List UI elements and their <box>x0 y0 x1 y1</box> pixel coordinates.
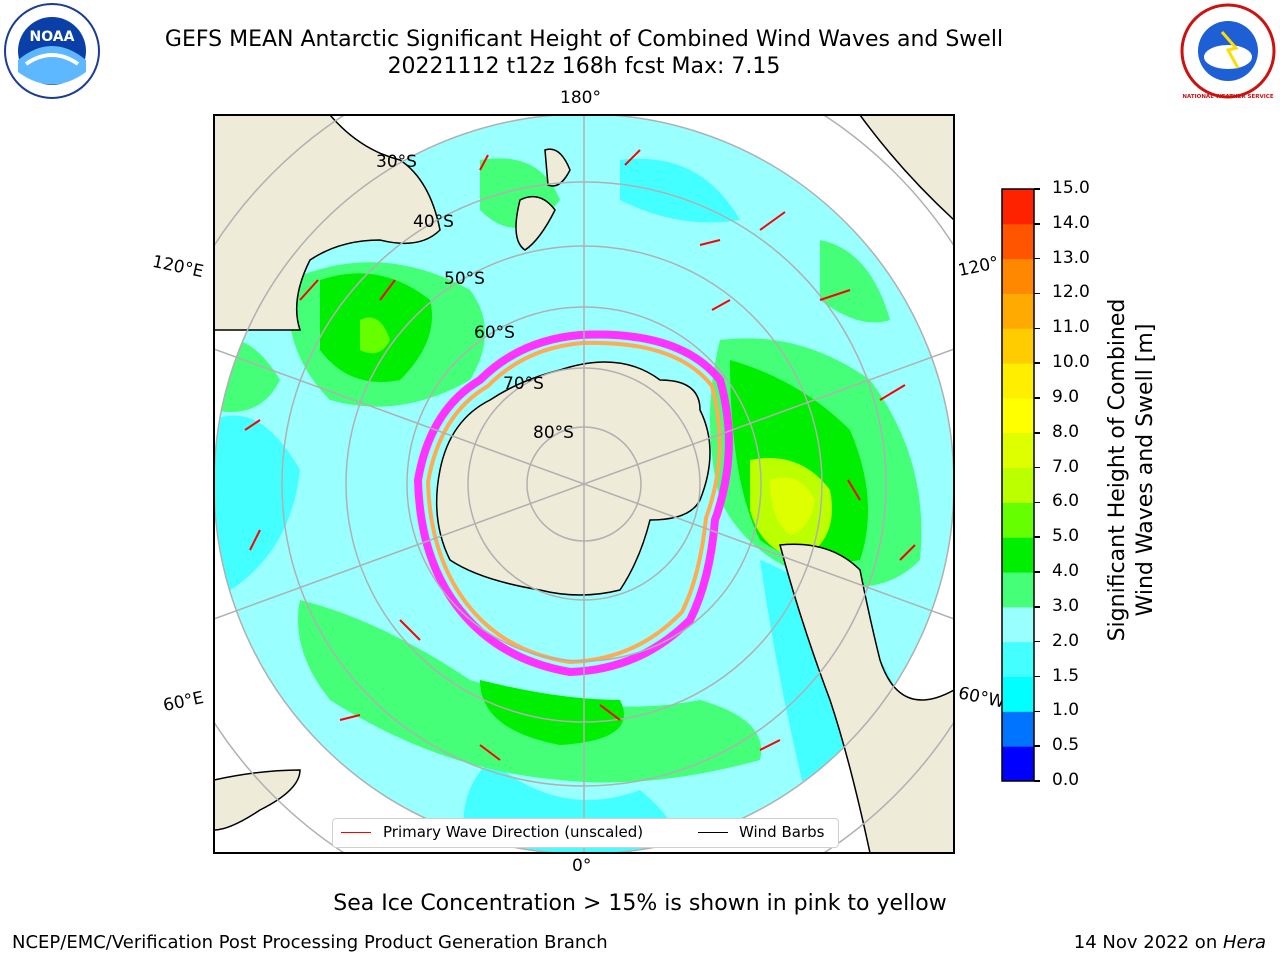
colorbar-band <box>1002 223 1034 260</box>
colorbar-tick-label: 3.0 <box>1052 595 1080 616</box>
colorbar-tick-label: 2.0 <box>1052 630 1080 651</box>
colorbar-tick-label: 1.5 <box>1052 665 1080 686</box>
lat-label-80s: 80°S <box>533 423 574 443</box>
colorbar-tick-mark <box>1034 710 1040 713</box>
colorbar-tick-label: 13.0 <box>1052 247 1090 268</box>
colorbar-tick-mark <box>1034 466 1040 469</box>
colorbar-bands <box>1002 189 1034 782</box>
colorbar-band <box>1002 293 1034 329</box>
wave-direction-arrows <box>244 149 916 761</box>
wind-barb-swatch <box>698 832 728 833</box>
colorbar-tick-mark <box>1034 571 1040 573</box>
map-legend: Primary Wave Direction (unscaled) Wind B… <box>332 818 839 848</box>
colorbar-label-line1: Significant Height of Combined <box>1105 298 1130 642</box>
colorbar-tick-mark <box>1034 640 1040 643</box>
colorbar-tick-mark <box>1034 257 1040 260</box>
colorbar-band <box>1002 189 1034 225</box>
chart-title: GEFS MEAN Antarctic Significant Height o… <box>164 27 1004 52</box>
colorbar-band <box>1002 572 1034 608</box>
lat-label-30s: 30°S <box>376 152 417 172</box>
colorbar-band <box>1002 676 1034 712</box>
colorbar <box>1001 188 1035 782</box>
colorbar-tick-mark <box>1034 606 1040 608</box>
sea-ice <box>413 330 733 677</box>
nws-logo-text: NATIONAL WEATHER SERVICE <box>1182 94 1273 100</box>
colorbar-tick-mark <box>1034 780 1040 782</box>
noaa-logo: NOAA <box>2 2 102 100</box>
colorbar-band <box>1002 606 1034 643</box>
colorbar-tick-mark <box>1034 292 1040 295</box>
colorbar-tick-label: 8.0 <box>1052 421 1080 442</box>
colorbar-band <box>1002 467 1034 503</box>
sea-ice-note: Sea Ice Concentration > 15% is shown in … <box>333 891 947 916</box>
colorbar-band <box>1002 363 1034 399</box>
stamp-date: 14 Nov 2022 on <box>1073 932 1223 953</box>
wave-direction-swatch <box>341 832 371 833</box>
colorbar-tick-label: 0.5 <box>1052 735 1080 756</box>
colorbar-band <box>1002 711 1034 747</box>
colorbar-band <box>1002 502 1034 538</box>
nws-logo: NATIONAL WEATHER SERVICE <box>1178 2 1278 100</box>
land-masses <box>214 115 954 853</box>
colorbar-tick-label: 11.0 <box>1052 317 1090 338</box>
lon-label-180: 180° <box>560 88 601 108</box>
colorbar-band <box>1002 258 1034 294</box>
colorbar-tick-label: 1.0 <box>1052 700 1080 721</box>
lat-label-70s: 70°S <box>503 374 544 394</box>
colorbar-tick-label: 6.0 <box>1052 491 1080 512</box>
lat-label-60s: 60°S <box>474 323 515 343</box>
colorbar-tick-mark <box>1034 362 1040 364</box>
colorbar-tick-label: 4.0 <box>1052 561 1080 582</box>
colorbar-tick-mark <box>1034 188 1040 190</box>
colorbar-tick-label: 12.0 <box>1052 282 1090 303</box>
colorbar-tick-label: 0.0 <box>1052 770 1080 790</box>
colorbar-tick-label: 15.0 <box>1052 178 1090 198</box>
noaa-logo-text: NOAA <box>30 29 75 45</box>
colorbar-band <box>1002 432 1034 469</box>
colorbar-tick-label: 7.0 <box>1052 456 1080 477</box>
colorbar-tick-mark <box>1034 327 1040 330</box>
colorbar-tick-mark <box>1034 675 1040 678</box>
legend-wave-label: Primary Wave Direction (unscaled) <box>383 823 644 841</box>
stamp-host: Hera <box>1222 932 1266 953</box>
date-stamp: 14 Nov 2022 on Hera <box>1074 932 1266 953</box>
colorbar-band <box>1002 537 1034 573</box>
colorbar-tick-mark <box>1034 745 1040 747</box>
lat-label-50s: 50°S <box>444 269 485 289</box>
colorbar-tick-mark <box>1034 397 1040 399</box>
colorbar-tick-mark <box>1034 536 1040 538</box>
colorbar-frame <box>1001 188 1035 782</box>
credit-line: NCEP/EMC/Verification Post Processing Pr… <box>12 932 608 953</box>
chart-subtitle: 20221112 t12z 168h fcst Max: 7.15 <box>387 54 781 79</box>
colorbar-tick-label: 10.0 <box>1052 352 1090 373</box>
colorbar-tick-label: 14.0 <box>1052 212 1090 233</box>
colorbar-label: Significant Height of Combined Wind Wave… <box>1104 290 1160 650</box>
colorbar-tick-mark <box>1034 223 1040 225</box>
colorbar-band <box>1002 397 1034 434</box>
legend-wind-label: Wind Barbs <box>739 823 825 841</box>
colorbar-band <box>1002 746 1034 782</box>
lat-label-40s: 40°S <box>413 212 454 232</box>
map-frame <box>213 114 955 854</box>
colorbar-tick-mark <box>1034 432 1040 434</box>
colorbar-tick-mark <box>1034 501 1040 504</box>
lon-label-0: 0° <box>572 856 592 876</box>
colorbar-band <box>1002 641 1034 678</box>
colorbar-tick-label: 9.0 <box>1052 386 1080 407</box>
colorbar-tick-label: 5.0 <box>1052 526 1080 547</box>
colorbar-band <box>1002 328 1034 364</box>
graticule <box>214 115 954 853</box>
colorbar-label-line2: Wind Waves and Swell [m] <box>1133 323 1158 617</box>
